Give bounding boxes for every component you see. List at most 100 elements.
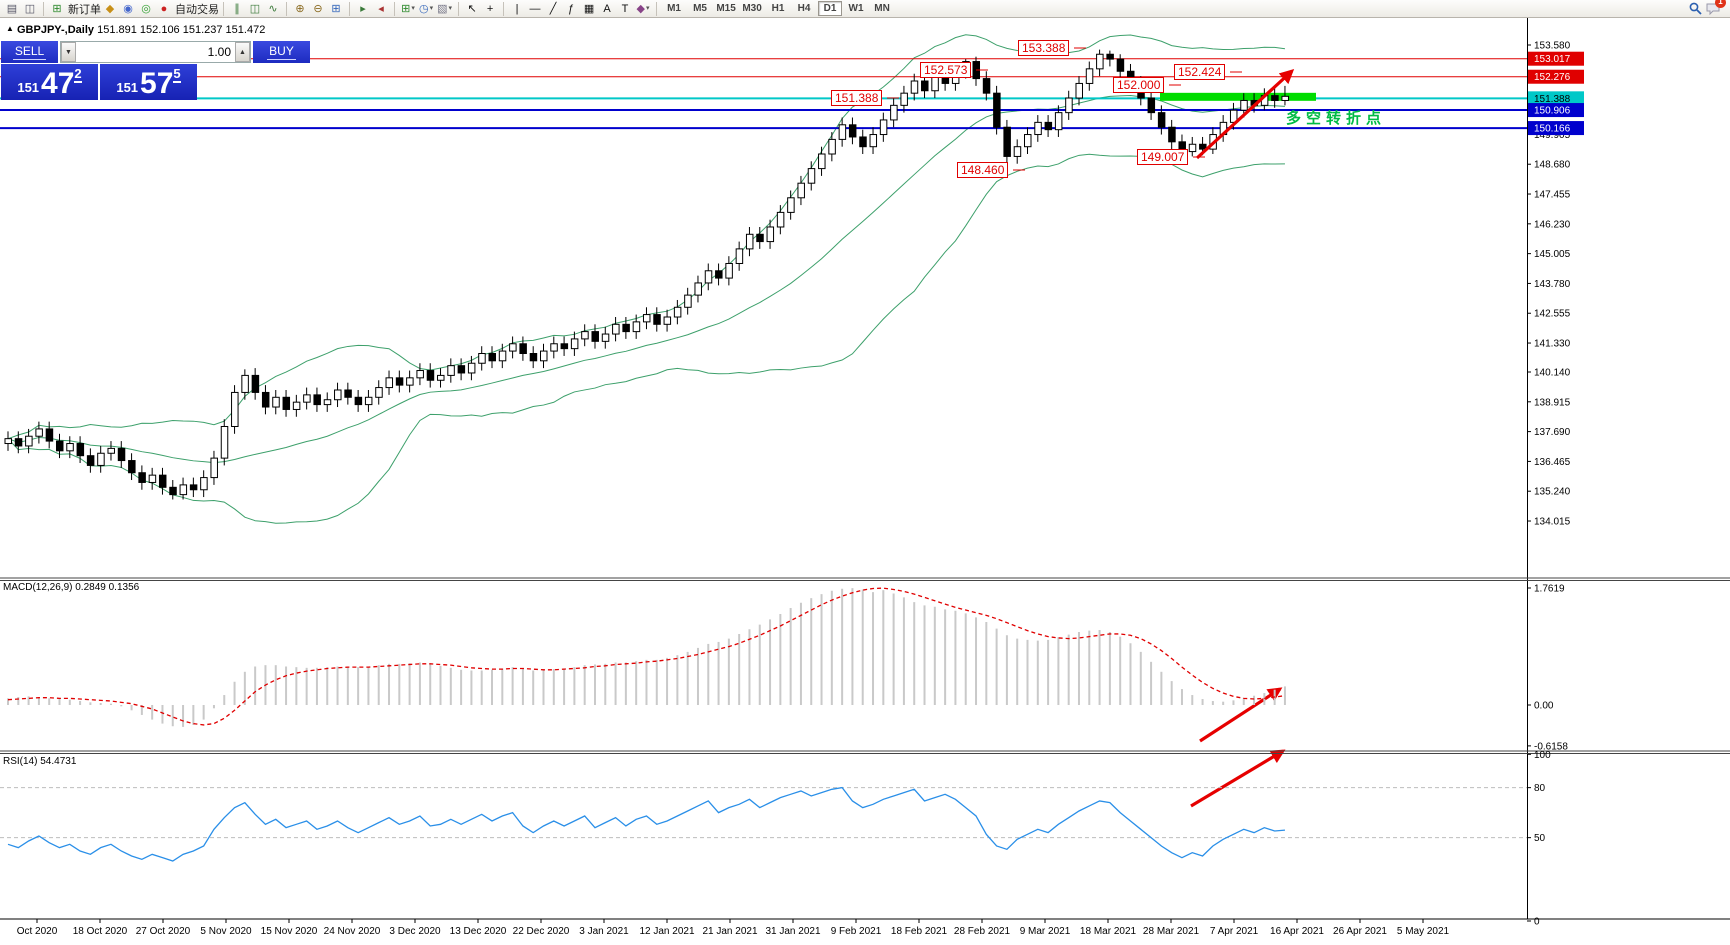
- frame: [0, 18, 1730, 920]
- vertical-line-icon[interactable]: |: [515, 2, 519, 15]
- support-highlight-bar[interactable]: [1160, 92, 1316, 101]
- timeframe-m15[interactable]: M15: [716, 3, 736, 14]
- bear-candle: [14, 438, 23, 447]
- buy-button[interactable]: BUY: [253, 41, 310, 63]
- bear-candle: [251, 374, 260, 393]
- bull-candle: [550, 343, 558, 352]
- price-annotation-label[interactable]: 152.424: [1174, 64, 1226, 80]
- signals-icon[interactable]: ◎: [141, 2, 151, 15]
- timeframe-mn[interactable]: MN: [874, 3, 890, 14]
- symbol-ohlc: 151.891 152.106 151.237 151.472: [97, 24, 266, 36]
- tile-windows-icon[interactable]: ⊞: [331, 2, 341, 15]
- bear-candle: [591, 331, 599, 342]
- volume-decrease-button[interactable]: ▼: [61, 42, 76, 62]
- timeframe-w1[interactable]: W1: [848, 3, 864, 14]
- fibonacci-icon[interactable]: ƒ: [567, 2, 575, 15]
- bull-candle: [210, 457, 218, 479]
- price-tick: 134.015: [1534, 517, 1571, 528]
- zoom-out-icon[interactable]: ⊖: [313, 2, 323, 15]
- bar-chart-type-icon[interactable]: ∥: [234, 2, 240, 15]
- zoom-in-icon[interactable]: ⊕: [295, 2, 305, 15]
- bull-candle: [272, 396, 280, 408]
- timeframe-h1[interactable]: H1: [771, 3, 785, 14]
- date-tick: 18 Mar 2021: [1080, 926, 1137, 937]
- timeframe-d1[interactable]: D1: [818, 1, 843, 16]
- date-axis: Oct 2020 18 Oct 2020 27 Oct 2020 5 Nov 2020…: [17, 919, 1450, 937]
- buy-price-pips: 57: [140, 67, 174, 100]
- volume-input[interactable]: [76, 42, 235, 62]
- price-tick: 145.005: [1534, 249, 1571, 260]
- line-chart-type-icon[interactable]: ∿: [268, 2, 278, 15]
- trendline-icon[interactable]: ╱: [549, 2, 557, 15]
- rsi-tick: 50: [1534, 833, 1546, 844]
- bear-candle: [715, 270, 723, 279]
- bull-candle: [231, 391, 239, 427]
- timeframe-m30[interactable]: M30: [742, 3, 762, 14]
- price-annotation-label[interactable]: 153.388: [1018, 40, 1070, 56]
- chart-window-icon[interactable]: ▤: [6, 2, 18, 15]
- date-tick: 13 Dec 2020: [450, 926, 507, 937]
- horizontal-line-icon[interactable]: —: [529, 2, 541, 15]
- price-annotation-label[interactable]: 149.007: [1137, 149, 1189, 165]
- notifications-icon[interactable]: 1: [1705, 0, 1726, 17]
- bull-candle: [673, 306, 682, 318]
- sell-price-point: 2: [74, 66, 82, 83]
- crosshair-icon[interactable]: +: [486, 2, 494, 15]
- date-tick: 28 Mar 2021: [1143, 926, 1200, 937]
- price-annotation-label[interactable]: 148.460: [957, 162, 1009, 178]
- bull-candle: [704, 270, 713, 284]
- toolbar-separator: [458, 1, 460, 16]
- timeframe-m5[interactable]: M5: [693, 3, 707, 14]
- sell-button[interactable]: SELL: [1, 41, 58, 63]
- trend-arrow[interactable]: [1195, 69, 1295, 160]
- sell-price-display[interactable]: 151 47 2: [1, 64, 98, 100]
- templates-icon[interactable]: ▧ ▾: [437, 2, 453, 15]
- price-annotation-label[interactable]: 151.388: [831, 90, 883, 106]
- text-icon[interactable]: A: [603, 2, 611, 15]
- search-icon[interactable]: [1687, 1, 1703, 17]
- price-annotation-label[interactable]: 152.573: [920, 62, 972, 78]
- toolbar-icons: ▤ ◫ ⊞ 新订单 ◆ ◉ ◎ ● 自动交易 ∥ ◫ ∿ ⊕ ⊖ ⊞ ▸ ◂ ⊞ ▾ ◷ ▾ ▧ ▾ ↖ + | — ╱ ƒ ▦ A T ◆ ▾: [3, 1, 661, 17]
- indicators-icon[interactable]: ⊞ ▾: [401, 2, 415, 15]
- date-tick: 16 Apr 2021: [1270, 926, 1324, 937]
- date-tick: 26 Apr 2021: [1333, 926, 1387, 937]
- turning-point-annotation[interactable]: 多空转折点: [1286, 110, 1387, 127]
- bear-candle: [55, 440, 64, 452]
- chart-preview-icon[interactable]: ◫: [24, 2, 36, 15]
- chart-shift-icon[interactable]: ◂: [378, 2, 384, 15]
- rsi-panel: [0, 786, 1527, 862]
- bull-candle: [323, 399, 332, 406]
- channel-icon[interactable]: ▦: [583, 2, 595, 15]
- volume-increase-button[interactable]: ▲: [235, 42, 250, 62]
- autotrade-icon[interactable]: ●: [160, 2, 168, 15]
- date-tick: 18 Feb 2021: [891, 926, 948, 937]
- symbol-name: GBPJPY-,Daily: [16, 24, 95, 36]
- profiles-icon[interactable]: ◉: [123, 2, 133, 15]
- rsi-arrow[interactable]: [1190, 749, 1286, 808]
- date-tick: 15 Nov 2020: [261, 926, 318, 937]
- auto-scroll-icon[interactable]: ▸: [360, 2, 366, 15]
- bull-candle: [292, 401, 301, 410]
- macd-panel: [7, 587, 1286, 727]
- candlestick-type-icon[interactable]: ◫: [249, 2, 261, 15]
- market-watch-icon[interactable]: ◆: [105, 2, 115, 15]
- text-label-icon[interactable]: T: [621, 2, 629, 15]
- bull-candle: [642, 314, 651, 323]
- new-order-icon[interactable]: ⊞: [52, 2, 62, 15]
- cursor-icon[interactable]: ↖: [467, 2, 477, 15]
- bull-candle: [581, 331, 589, 340]
- timeframe-h4[interactable]: H4: [797, 3, 811, 14]
- price-annotation-label[interactable]: 152.000: [1113, 77, 1165, 93]
- bull-candle: [890, 104, 898, 121]
- buy-price-display[interactable]: 151 57 5: [100, 64, 197, 100]
- bear-candle: [653, 314, 661, 325]
- arrows-tool-icon[interactable]: ◆ ▾: [636, 2, 650, 15]
- price-axis: 153.580 149.905 148.680 147.455 146.230 145.0…: [1527, 41, 1584, 928]
- periods-icon[interactable]: ◷ ▾: [419, 2, 434, 15]
- price-tick: 141.330: [1534, 339, 1571, 350]
- bull-candle: [4, 438, 12, 445]
- macd-arrow[interactable]: [1199, 687, 1283, 743]
- timeframe-m1[interactable]: M1: [667, 3, 681, 14]
- bull-candle: [303, 394, 311, 403]
